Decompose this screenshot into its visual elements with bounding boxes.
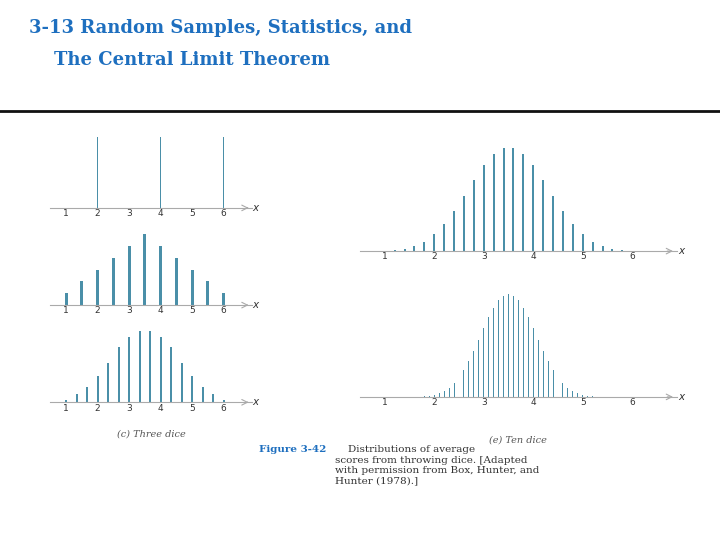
Bar — [202, 387, 204, 402]
Text: Figure 3-42: Figure 3-42 — [259, 446, 327, 455]
Bar — [548, 361, 549, 397]
Bar — [562, 383, 564, 397]
Text: (b) Two dice: (b) Two dice — [121, 332, 181, 341]
Bar — [538, 340, 539, 397]
Bar — [567, 388, 568, 397]
Text: x: x — [678, 392, 684, 402]
Bar — [423, 242, 426, 251]
Text: (c) Three dice: (c) Three dice — [117, 429, 186, 438]
Bar — [128, 336, 130, 402]
Bar — [149, 332, 151, 402]
Bar — [488, 318, 489, 397]
Bar — [577, 394, 578, 397]
Text: 3-13 Random Samples, Statistics, and: 3-13 Random Samples, Statistics, and — [29, 19, 412, 37]
Bar — [143, 234, 146, 305]
Bar — [453, 211, 455, 251]
Bar — [170, 347, 172, 402]
Bar — [222, 293, 225, 305]
Bar — [444, 391, 445, 397]
Bar — [572, 391, 573, 397]
Bar — [522, 154, 524, 251]
Bar — [478, 340, 480, 397]
Bar — [160, 336, 162, 402]
Bar — [443, 224, 445, 251]
Bar — [498, 300, 499, 397]
Bar — [562, 211, 564, 251]
Bar — [175, 258, 178, 305]
Bar — [503, 148, 505, 251]
Bar — [65, 400, 67, 402]
Bar — [508, 294, 509, 397]
Bar — [424, 396, 425, 397]
Bar — [212, 394, 215, 402]
Bar — [65, 293, 68, 305]
Bar — [552, 195, 554, 251]
Bar — [552, 370, 554, 397]
Bar — [463, 195, 465, 251]
Bar — [433, 395, 435, 397]
Bar — [572, 224, 574, 251]
Bar — [86, 387, 89, 402]
Bar — [582, 234, 584, 251]
Bar — [181, 363, 183, 402]
Bar — [503, 295, 504, 397]
Bar — [592, 242, 593, 251]
Bar — [117, 347, 120, 402]
Bar — [96, 269, 99, 305]
Bar — [513, 295, 514, 397]
Bar — [513, 148, 515, 251]
Bar — [139, 332, 140, 402]
Bar — [518, 300, 519, 397]
Bar — [523, 308, 524, 397]
Bar — [543, 350, 544, 397]
Bar — [438, 394, 440, 397]
Text: x: x — [253, 203, 258, 213]
Bar — [473, 180, 475, 251]
Bar — [81, 281, 84, 305]
Text: x: x — [253, 397, 258, 407]
Bar — [112, 258, 115, 305]
Bar — [601, 246, 603, 251]
Bar — [191, 376, 193, 402]
Text: Distributions of average
scores from throwing dice. [Adapted
with permission fro: Distributions of average scores from thr… — [335, 446, 539, 485]
Bar — [473, 350, 474, 397]
Bar — [96, 376, 99, 402]
Bar — [557, 377, 559, 397]
Text: (e) Ten dice: (e) Ten dice — [490, 436, 547, 445]
Bar — [483, 328, 485, 397]
Bar — [159, 246, 162, 305]
Bar — [582, 395, 583, 397]
Bar — [493, 308, 494, 397]
Bar — [413, 246, 415, 251]
Bar — [533, 328, 534, 397]
Bar — [222, 400, 225, 402]
Bar — [592, 396, 593, 397]
Bar — [611, 249, 613, 251]
Bar — [492, 154, 495, 251]
Bar — [482, 165, 485, 251]
Bar — [191, 269, 194, 305]
Bar — [429, 396, 430, 397]
Text: The Central Limit Theorem: The Central Limit Theorem — [29, 51, 330, 69]
Bar — [127, 246, 131, 305]
Bar — [76, 394, 78, 402]
Text: x: x — [253, 300, 258, 310]
Text: (d) Five dice: (d) Five dice — [487, 290, 549, 299]
Bar — [207, 281, 210, 305]
Bar — [403, 249, 405, 251]
Bar — [532, 165, 534, 251]
Bar — [107, 363, 109, 402]
Bar — [542, 180, 544, 251]
Text: (a) One die: (a) One die — [124, 235, 179, 244]
Text: x: x — [678, 246, 684, 256]
Bar — [433, 234, 435, 251]
